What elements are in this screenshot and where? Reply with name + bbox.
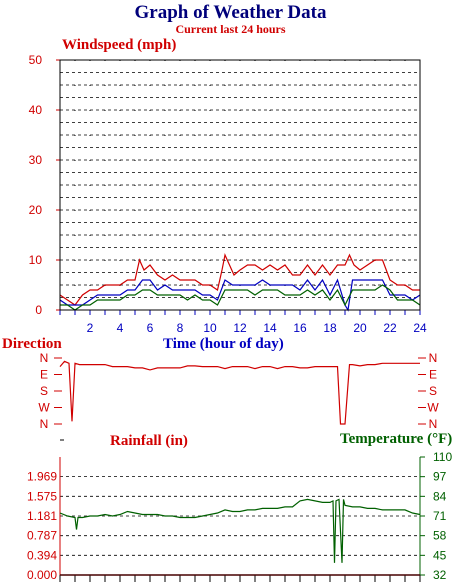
page-subtitle: Current last 24 hours <box>175 22 286 36</box>
temp-y-tick-label: 58 <box>433 529 447 543</box>
wind-x-tick-label: 6 <box>147 321 154 335</box>
direction-y-tick-label-right: E <box>429 368 437 382</box>
wind-x-tick-label: 16 <box>293 321 307 335</box>
wind-series-line-2 <box>59 278 421 312</box>
temperature-series-line <box>59 498 421 563</box>
rain-y-tick-label: 0.787 <box>27 529 57 543</box>
rain-y-tick-label: 1.181 <box>27 509 57 523</box>
temp-y-tick-label: 45 <box>433 548 447 562</box>
rain-y-tick-label: 1.575 <box>27 489 57 503</box>
wind-series-line-1 <box>59 253 420 306</box>
rain-y-tick-label: 0.000 <box>27 568 57 582</box>
wind-x-tick-label: 20 <box>353 321 367 335</box>
direction-y-tick-label-left: S <box>40 384 48 398</box>
wind-y-tick-label: 30 <box>29 153 43 167</box>
direction-axis-label: Direction <box>2 336 62 352</box>
wind-plot-frame <box>59 59 421 311</box>
wind-x-tick-label: 12 <box>233 321 247 335</box>
direction-y-tick-label-left: E <box>40 368 48 382</box>
direction-series-line <box>59 360 420 425</box>
wind-x-tick-label: 18 <box>323 321 337 335</box>
direction-y-tick-label-right: N <box>429 351 438 365</box>
rain-y-tick-label: 1.969 <box>27 470 57 484</box>
wind-x-tick-label: 8 <box>177 321 184 335</box>
temp-y-tick-label: 84 <box>433 489 447 503</box>
temp-y-tick-label: 97 <box>433 470 447 484</box>
wind-x-tick-label: 2 <box>87 321 94 335</box>
direction-y-tick-label-right: N <box>429 417 438 431</box>
wind-x-tick-label: 22 <box>383 321 397 335</box>
wind-y-tick-label: 20 <box>29 203 43 217</box>
rainfall-axis-label: Rainfall (in) <box>110 433 188 449</box>
direction-y-tick-label-left: W <box>38 401 50 415</box>
temp-y-tick-label: 32 <box>433 568 447 582</box>
direction-y-tick-label-left: N <box>40 351 49 365</box>
wind-x-tick-label: 4 <box>117 321 124 335</box>
temp-y-tick-label: 110 <box>433 450 452 464</box>
wind-y-tick-label: 0 <box>35 303 42 317</box>
rain-y-tick-label: 0.394 <box>27 548 57 562</box>
direction-y-tick-label-right: S <box>429 384 437 398</box>
wind-x-tick-label: 24 <box>413 321 427 335</box>
temperature-axis-label: Temperature (°F) <box>340 431 453 447</box>
wind-series-line-3 <box>60 284 421 311</box>
wind-y-tick-label: 10 <box>29 253 43 267</box>
wind-y-tick-label: 50 <box>29 53 43 67</box>
direction-y-tick-label-left: N <box>40 417 49 431</box>
time-axis-label: Time (hour of day) <box>163 336 284 352</box>
direction-y-tick-label-right: W <box>427 401 439 415</box>
wind-y-tick-label: 40 <box>29 103 43 117</box>
wind-x-tick-label: 10 <box>203 321 217 335</box>
page-title: Graph of Weather Data <box>134 2 327 23</box>
temp-y-tick-label: 71 <box>433 509 447 523</box>
windspeed-axis-label: Windspeed (mph) <box>62 37 177 53</box>
wind-x-tick-label: 14 <box>263 321 277 335</box>
